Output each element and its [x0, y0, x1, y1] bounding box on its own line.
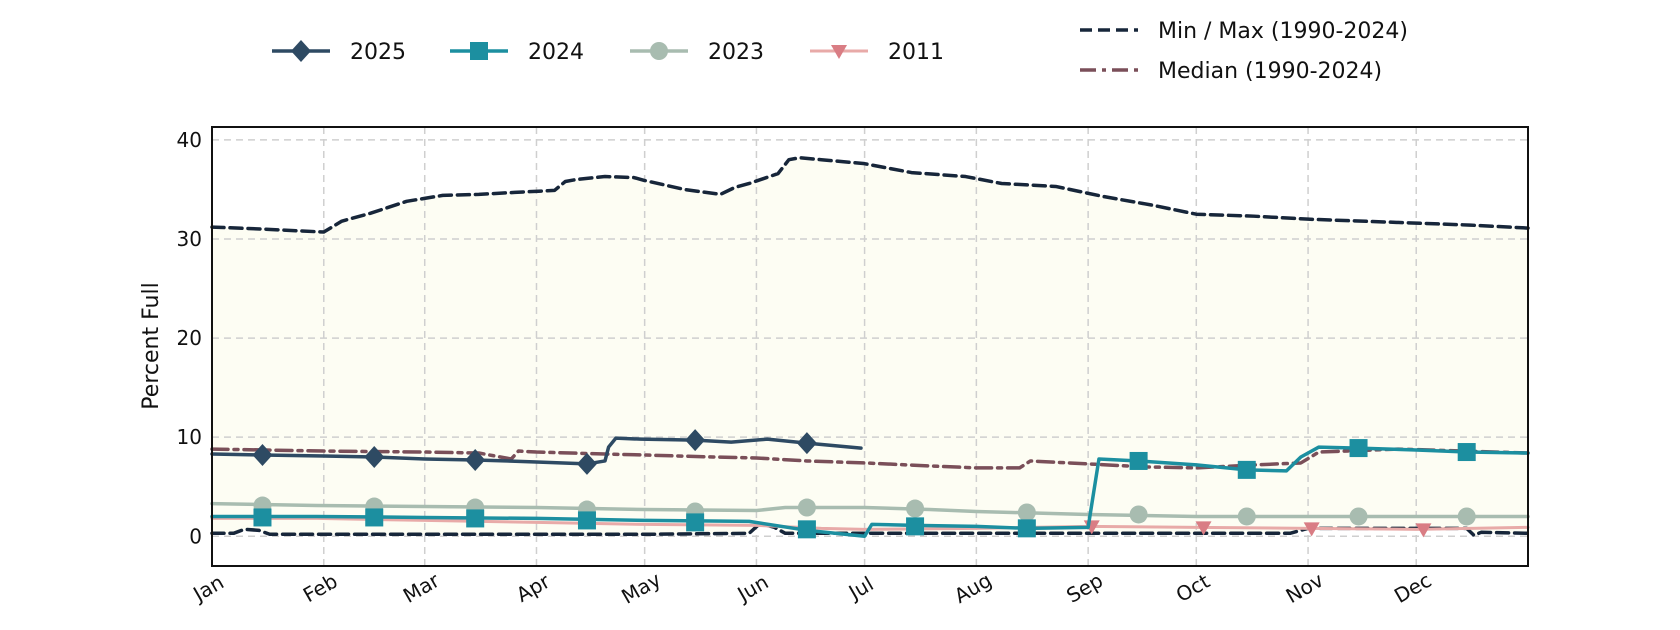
marker-2023	[906, 499, 925, 518]
marker-2024	[1017, 519, 1036, 538]
marker-2024	[466, 509, 485, 528]
series-2024	[210, 439, 1530, 539]
x-tick-labels: Jan Feb Mar Apr May Jun Jul Aug Sep Oct Nov Dec	[187, 567, 1435, 609]
legend-entry-median: Median (1990-2024)	[1080, 59, 1382, 84]
y-tick-label: 0	[189, 524, 202, 548]
x-tick-label: Oct	[1172, 569, 1214, 607]
x-tick-label: Jan	[187, 570, 227, 607]
y-tick-label: 40	[177, 128, 202, 152]
marker-2023	[1457, 507, 1476, 526]
legend-entry-2025: 2025	[272, 40, 406, 65]
marker-2011	[1195, 521, 1212, 536]
marker-2023	[1349, 507, 1368, 526]
marker-2023	[1237, 507, 1256, 526]
plot-border	[211, 126, 1529, 567]
x-tick-label: Jun	[732, 570, 773, 607]
legend-marker-2025	[291, 40, 311, 62]
marker-2023	[797, 498, 816, 517]
marker-2024	[686, 513, 705, 532]
series-2025	[210, 429, 863, 475]
legend-label-2024: 2024	[528, 40, 584, 65]
legend-marker-2011	[831, 45, 847, 59]
series-2023	[210, 496, 1530, 526]
marker-2025	[465, 448, 486, 471]
x-tick-label: Sep	[1062, 568, 1107, 608]
x-tick-label: Mar	[399, 568, 444, 608]
marker-2024	[253, 508, 272, 527]
x-tick-label: Aug	[950, 568, 996, 608]
series-lines	[210, 155, 1530, 539]
legend: 2025 2024 2023 2011 Min / Max (1990-2024) Med…	[272, 19, 1408, 84]
legend-label-max: Min / Max (1990-2024)	[1158, 19, 1408, 44]
legend-marker-2024	[470, 42, 488, 60]
marker-2011	[1415, 523, 1432, 538]
series-max	[210, 155, 1530, 234]
x-tick-label: Apr	[512, 569, 555, 607]
y-tick-label: 30	[177, 227, 202, 251]
series-2011	[210, 516, 1530, 538]
x-tick-label: May	[617, 567, 665, 609]
series-line-2024	[210, 445, 1530, 539]
y-tick-label: 20	[177, 326, 202, 350]
marker-2025	[252, 444, 273, 467]
marker-2024	[1237, 460, 1256, 479]
legend-entry-2023: 2023	[630, 40, 764, 65]
legend-label-2023: 2023	[708, 40, 764, 65]
marker-2025	[364, 445, 385, 468]
grid-lines	[211, 127, 1528, 566]
marker-2024	[797, 520, 816, 539]
legend-entry-2011: 2011	[810, 40, 944, 65]
marker-2024	[1129, 451, 1148, 470]
band-fill	[212, 157, 1528, 536]
marker-2025	[685, 429, 706, 452]
legend-entry-2024: 2024	[450, 40, 584, 65]
x-tick-label: Feb	[299, 569, 342, 607]
legend-entry-max: Min / Max (1990-2024)	[1080, 19, 1408, 44]
plot-frame	[211, 126, 1529, 567]
x-tick-label: Jul	[843, 572, 878, 606]
marker-2023	[1017, 503, 1036, 522]
marker-2025	[576, 452, 597, 475]
legend-marker-2023	[650, 42, 668, 60]
x-tick-label: Nov	[1282, 568, 1328, 608]
marker-2024	[1457, 443, 1476, 462]
marker-2024	[365, 508, 384, 527]
marker-2024	[1349, 439, 1368, 458]
min-max-band	[212, 157, 1528, 536]
series-line-max	[210, 155, 1530, 234]
legend-label-2011: 2011	[888, 40, 944, 65]
marker-2011	[1303, 522, 1320, 537]
series-line-2023	[210, 501, 1530, 519]
x-tick-label: Dec	[1390, 568, 1436, 608]
marker-2024	[577, 511, 596, 530]
y-axis-label: Percent Full	[139, 282, 164, 409]
marker-2024	[906, 517, 925, 536]
y-tick-label: 10	[177, 425, 202, 449]
marker-2023	[1129, 505, 1148, 524]
y-tick-labels: 0 10 20 30 40	[177, 128, 202, 548]
series-line-2025	[210, 436, 863, 466]
legend-label-2025: 2025	[350, 40, 406, 65]
series-line-2011	[210, 516, 1530, 531]
legend-label-median: Median (1990-2024)	[1158, 59, 1382, 84]
marker-2025	[796, 432, 817, 455]
